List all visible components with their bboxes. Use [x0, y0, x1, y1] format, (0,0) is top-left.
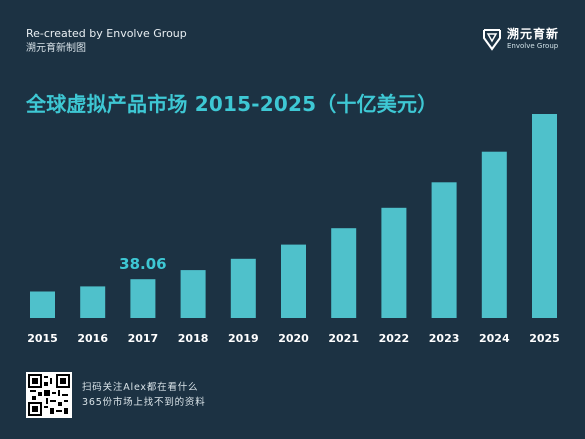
credit-text: Re-created by Envolve Group	[26, 27, 187, 40]
brand-name-en: Envolve Group	[506, 42, 559, 50]
credit-subtext: 溯元育新制图	[26, 43, 86, 54]
x-tick-label: 2024	[479, 332, 510, 345]
x-tick-label: 2017	[128, 332, 159, 345]
footer-line-1: 扫码关注Alex都在看什么	[82, 382, 199, 393]
bar-2017	[130, 279, 156, 318]
bar-2022	[381, 207, 407, 318]
brand-block: 溯元育新 Envolve Group	[482, 27, 559, 51]
x-tick-label: 2019	[228, 332, 259, 345]
x-tick-label: 2016	[77, 332, 108, 345]
bar-2024	[481, 151, 507, 318]
brand-logo-icon	[482, 28, 501, 51]
chart-title: 全球虚拟产品市场 2015-2025（十亿美元）	[26, 92, 438, 116]
bar-2025	[532, 114, 557, 318]
x-tick-label: 2018	[178, 332, 209, 345]
x-tick-label: 2022	[379, 332, 410, 345]
x-tick-label: 2025	[529, 332, 560, 345]
x-tick-label: 2023	[429, 332, 460, 345]
data-label: 38.06	[119, 255, 166, 273]
x-tick-label: 2021	[328, 332, 359, 345]
bar-2019	[230, 258, 256, 318]
qr-code-icon	[26, 372, 72, 418]
footer: 扫码关注Alex都在看什么 365份市场上找不到的资料	[26, 372, 206, 418]
bar-2015	[30, 291, 55, 318]
credit-block: Re-created by Envolve Group 溯元育新制图	[26, 26, 187, 56]
bar-2016	[80, 286, 106, 318]
brand-name: 溯元育新	[506, 27, 559, 41]
x-tick-label: 2020	[278, 332, 309, 345]
footer-line-2: 365份市场上找不到的资料	[82, 397, 206, 408]
bar-2021	[331, 228, 357, 318]
x-tick-label: 2015	[27, 332, 58, 345]
bar-2018	[180, 270, 206, 318]
bar-2023	[431, 182, 457, 318]
bar-2020	[281, 244, 306, 318]
